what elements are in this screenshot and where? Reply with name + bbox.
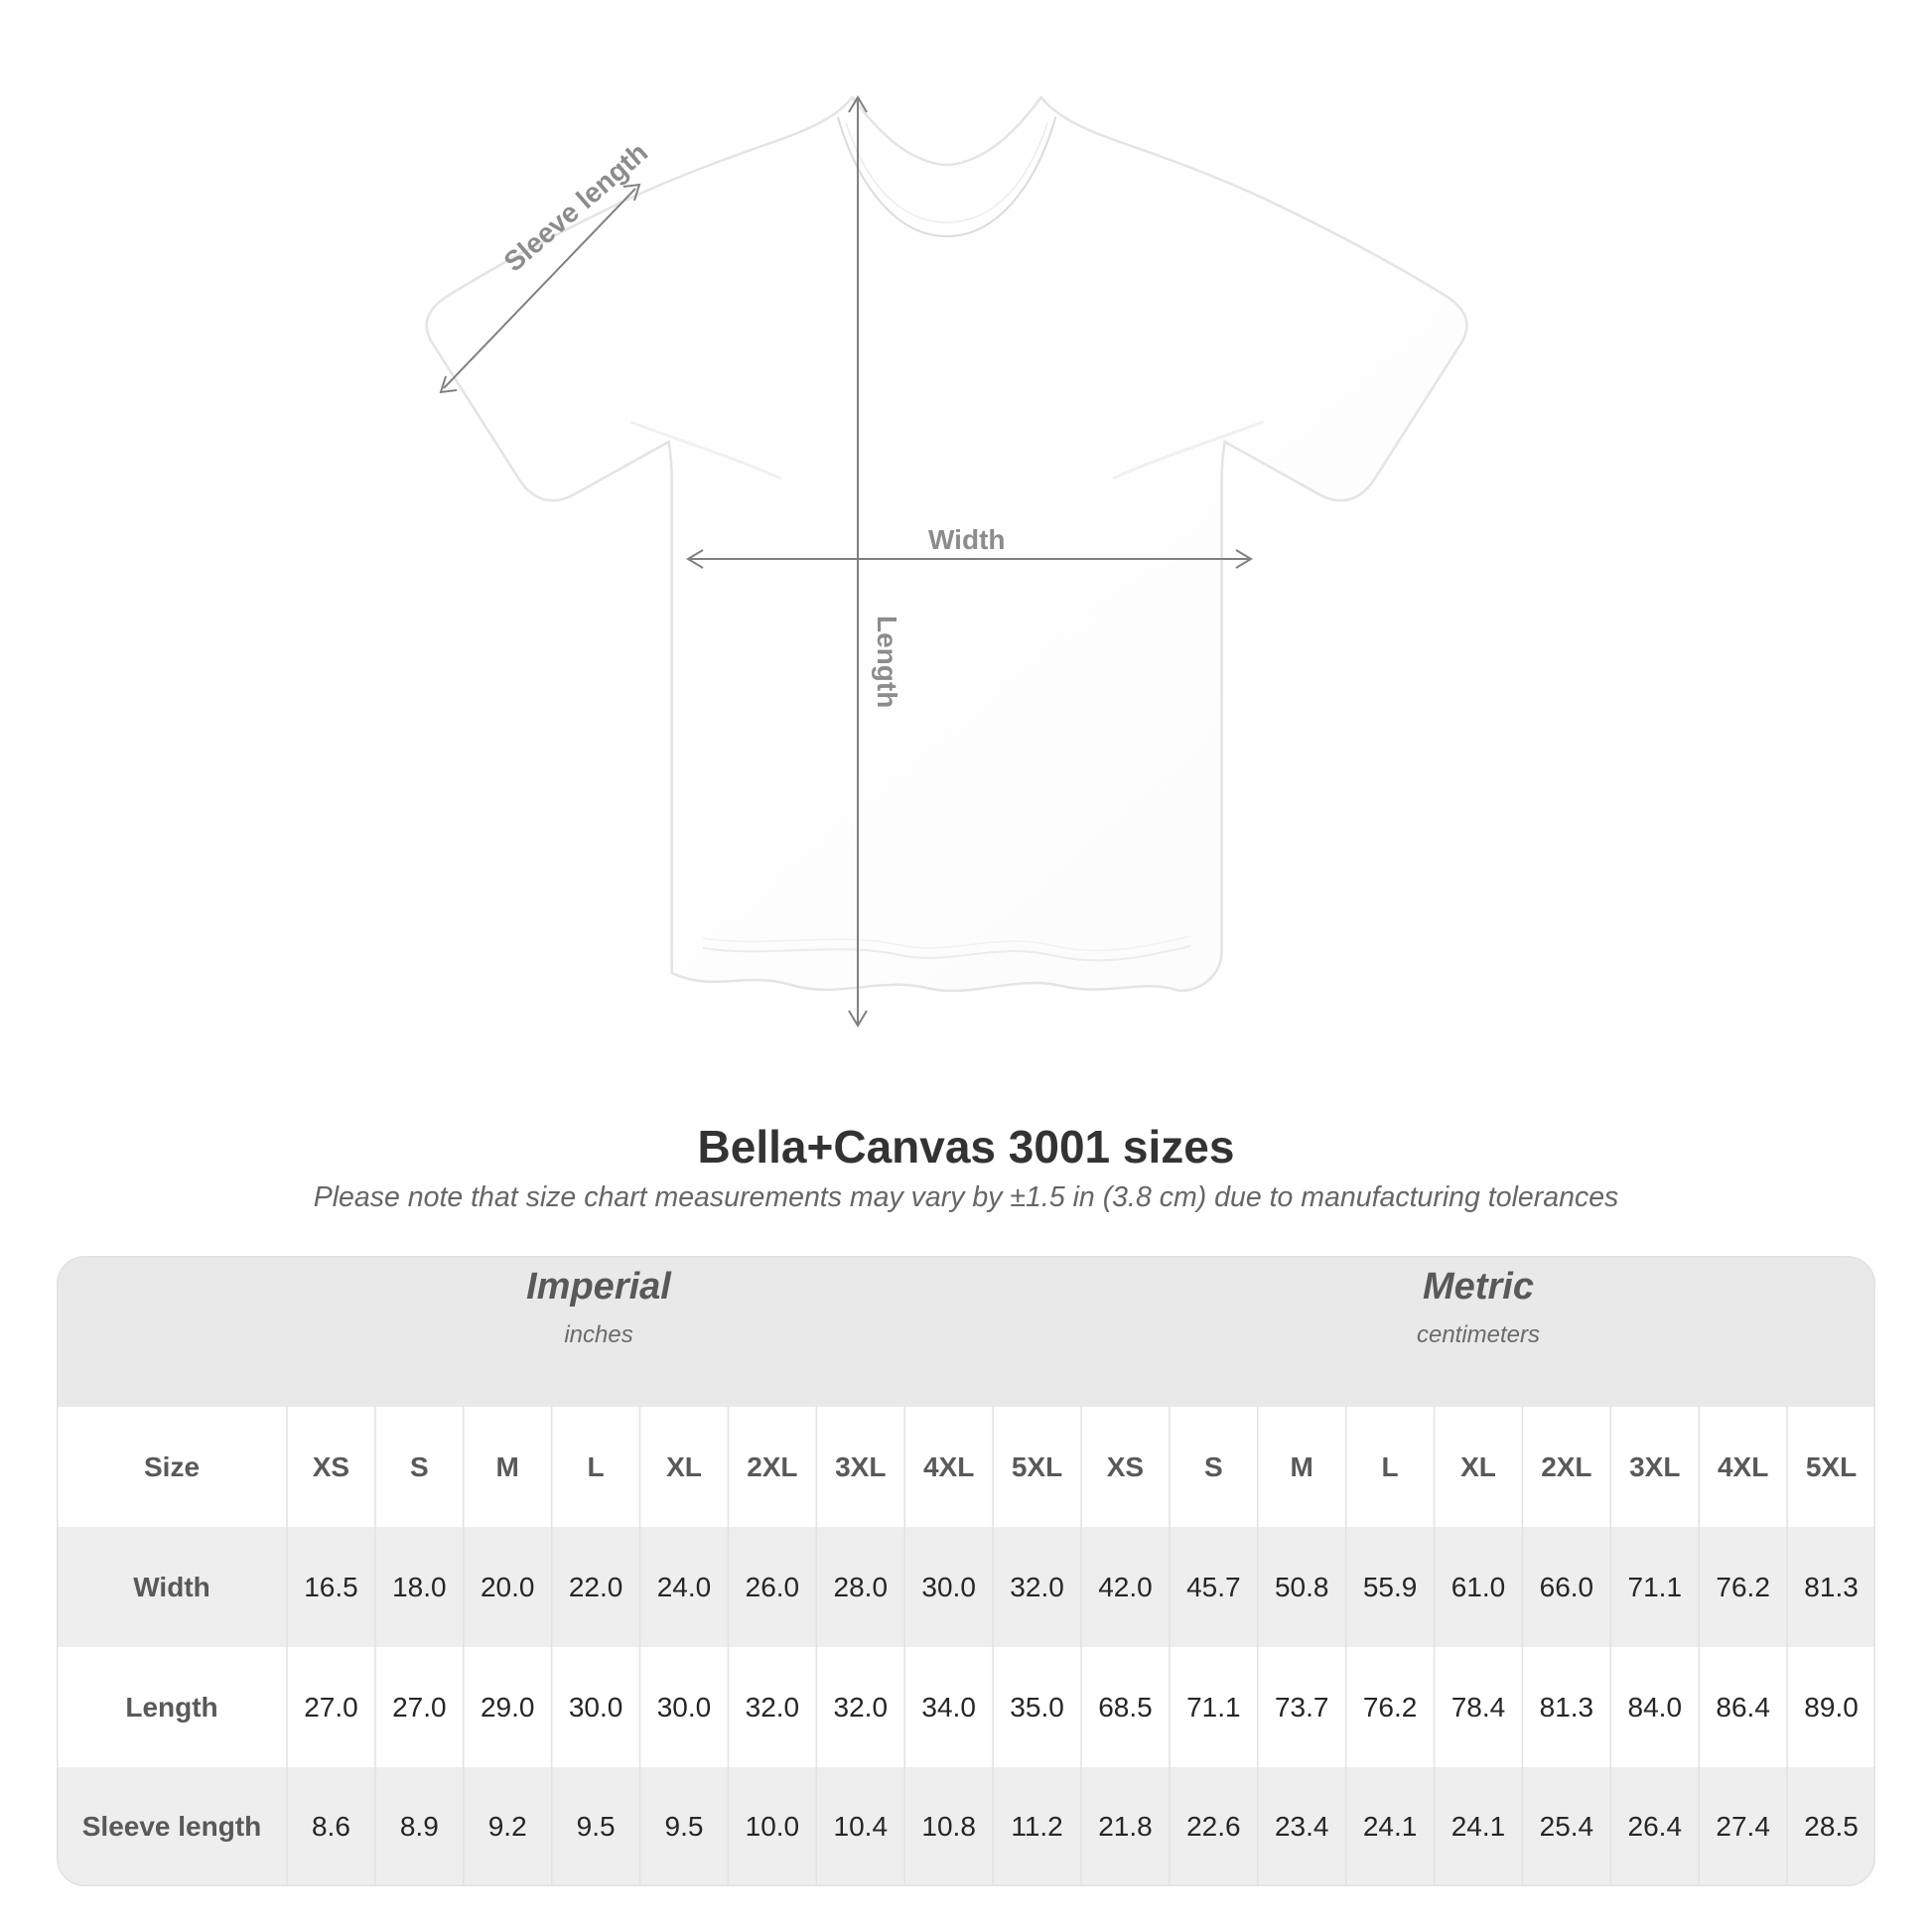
- svg-text:Width: Width: [928, 524, 1006, 555]
- svg-text:Length: Length: [872, 616, 902, 708]
